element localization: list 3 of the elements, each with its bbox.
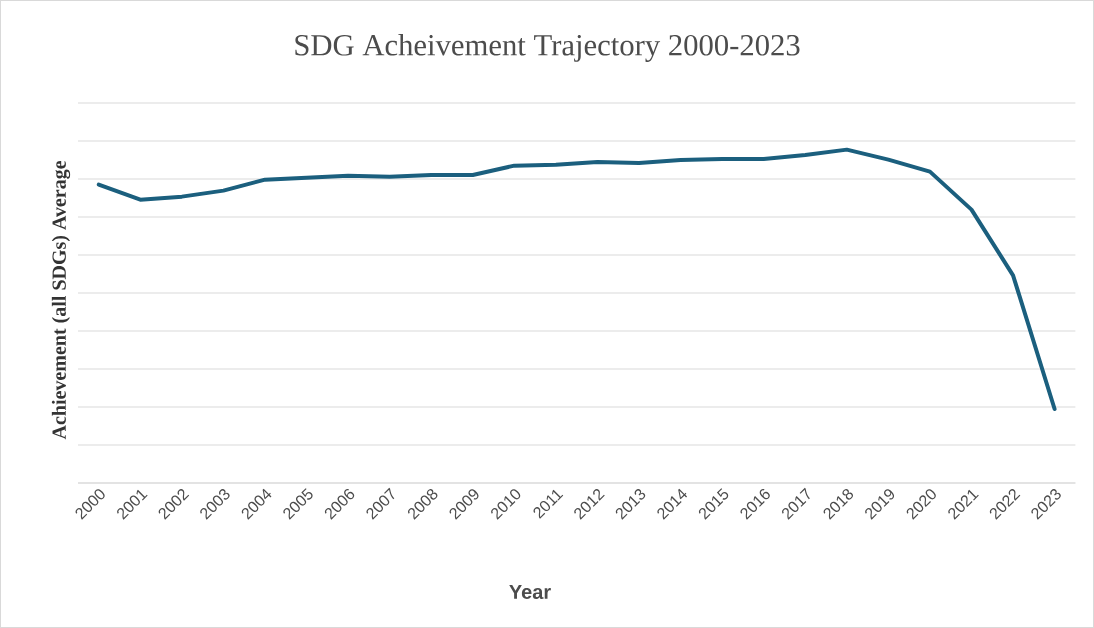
y-axis-title: Achievement (all SDGs) Average xyxy=(51,160,71,440)
chart-title: SDG Acheivement Trajectory 2000-2023 xyxy=(295,34,800,62)
x-axis-title: Year xyxy=(509,585,551,599)
